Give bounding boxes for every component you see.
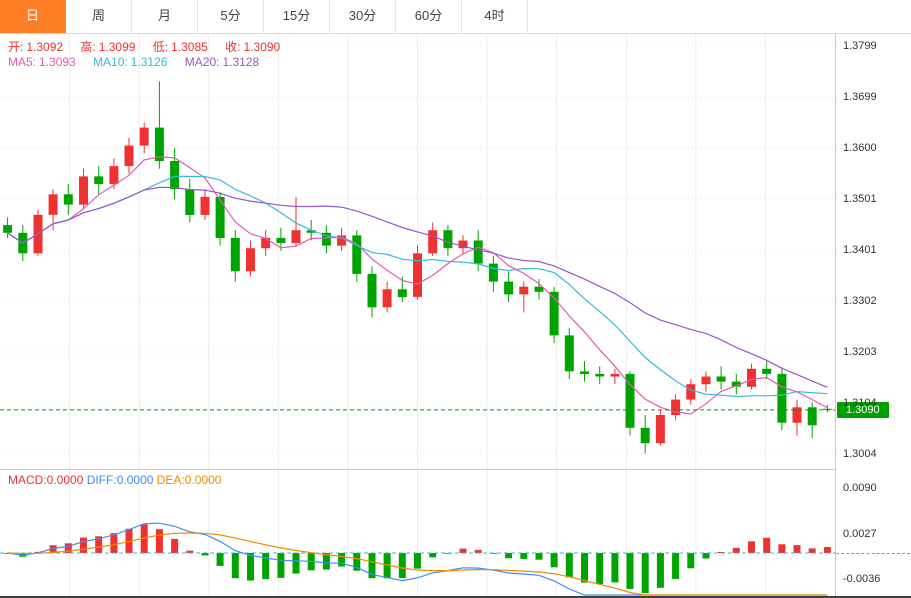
ma5-line [7,156,828,415]
price-tick-label: 1.3302 [843,295,877,307]
right-axis: 1.3090 1.3799 1.3699 1.3600 1.3501 1.3401 1.3… [835,34,911,598]
price-chart-canvas[interactable] [0,34,835,469]
price-tick-label: 1.3600 [843,142,877,154]
chart-area: 开: 1.3092 高: 1.3099 低: 1.3085 收: 1.3090 MA5:… [0,34,911,598]
price-tick-label: 1.3699 [843,91,877,103]
panel-separator [0,469,911,470]
macd-chart-canvas[interactable] [0,470,835,598]
macd-tick-label: 0.0090 [843,482,877,494]
macd-panel[interactable]: MACD:0.0000 DIFF:0.0000 DEA:0.0000 [0,470,835,598]
macd-zero-line-extension [836,553,910,554]
price-tick-label: 1.3401 [843,244,877,256]
timeframe-tab-2[interactable]: 月 [132,0,198,33]
ma20-line [7,186,828,388]
macd-tick-label: -0.0036 [843,573,881,585]
timeframe-tab-6[interactable]: 60分 [396,0,462,33]
macd-tick-label: 0.0027 [843,527,877,540]
dea-line [7,532,828,596]
timeframe-tab-1[interactable]: 周 [66,0,132,33]
timeframe-tab-7[interactable]: 4时 [462,0,528,33]
timeframe-tab-3[interactable]: 5分 [198,0,264,33]
timeframe-tab-4[interactable]: 15分 [264,0,330,33]
price-tick-label: 1.3501 [843,193,877,205]
timeframe-tab-0[interactable]: 日 [0,0,66,33]
current-price-badge: 1.3090 [837,401,889,418]
price-tick-label: 1.3203 [843,346,877,358]
main-price-chart[interactable]: 开: 1.3092 高: 1.3099 低: 1.3085 收: 1.3090 MA5:… [0,34,835,469]
timeframe-toolbar: 日周月 5分 15分 30分 60分 4时 [0,0,911,34]
price-tick-label: 1.3104 [843,397,877,409]
price-tick-label: 1.3004 [843,448,877,460]
timeframe-tab-5[interactable]: 30分 [330,0,396,33]
price-tick-label: 1.3799 [843,40,877,52]
